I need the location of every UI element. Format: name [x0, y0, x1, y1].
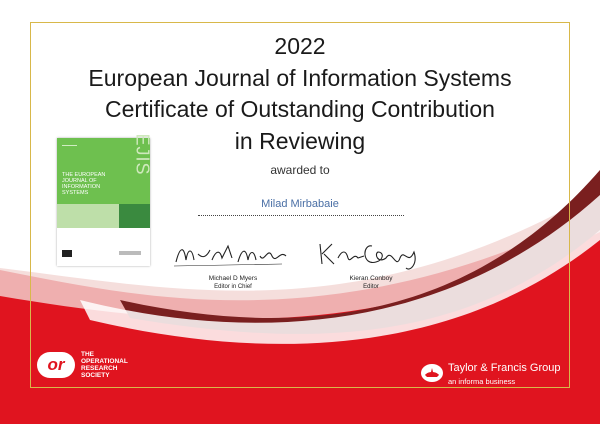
gold-frame — [30, 22, 570, 388]
title-line-certificate: Certificate of Outstanding Contribution — [105, 96, 495, 122]
cover-ors-logo — [62, 250, 72, 257]
dotted-divider — [198, 215, 404, 216]
title-line-reviewing: in Reviewing — [234, 128, 366, 154]
signature-kieran-conboy — [319, 243, 416, 270]
recipient-name: Milad Mirbabaie — [261, 198, 339, 210]
signatory-name-1: Michael D Myers — [208, 275, 258, 282]
signatory-name-2: Kieran Conboy — [349, 275, 393, 282]
signatory-role-1: Editor in Chief — [214, 284, 252, 290]
cover-top-panel — [57, 138, 150, 204]
ors-society-name: THE OPERATIONAL RESEARCH SOCIETY — [81, 351, 128, 379]
title-line-journal: European Journal of Information Systems — [88, 65, 512, 91]
cover-dark-block — [119, 204, 150, 228]
taylor-francis-lamp-icon — [421, 364, 443, 382]
cover-journal-title: THE EUROPEAN JOURNAL OF INFORMATION SYST… — [62, 172, 106, 196]
publisher-subtitle: an informa business — [448, 377, 516, 386]
journal-cover: ▬▬▬▬▬ THE EUROPEAN JOURNAL OF INFORMATIO… — [57, 133, 153, 266]
ors-logo-icon: or — [37, 352, 75, 378]
publisher-name: Taylor & Francis Group — [448, 362, 561, 374]
signatory-role-2: Editor — [363, 284, 379, 290]
cover-abbreviation: EJIS — [132, 133, 153, 176]
cover-publisher-logo — [119, 251, 141, 255]
certificate-year: 2022 — [274, 33, 326, 59]
cover-header-strip: ▬▬▬▬▬ — [62, 143, 77, 147]
cover-light-block — [57, 204, 119, 228]
signature-michael-myers — [173, 244, 287, 267]
awarded-to-label: awarded to — [270, 163, 330, 177]
